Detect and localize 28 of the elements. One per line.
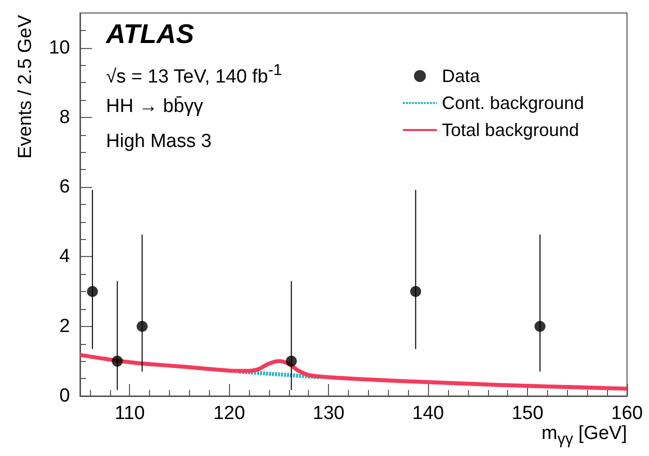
x-tick-label: 150 bbox=[512, 403, 544, 424]
x-tick-label: 120 bbox=[213, 403, 246, 424]
annotation: ATLAS bbox=[106, 19, 194, 50]
y-tick-label: 10 bbox=[48, 37, 70, 58]
x-axis-title: m$_{γγ}$ [GeV] bbox=[541, 423, 627, 448]
annotation: √s = 13 TeV, 140 fb$^{-1}$ bbox=[106, 62, 282, 88]
y-tick-label: 4 bbox=[59, 246, 70, 268]
y-axis-title: Events / 2.5 GeV bbox=[15, 15, 37, 159]
legend-label: Total background bbox=[442, 120, 579, 140]
x-tick-label: 160 bbox=[611, 403, 643, 424]
legend-label: Data bbox=[442, 66, 481, 86]
point bbox=[410, 286, 422, 298]
point bbox=[112, 356, 123, 367]
x-tick-label: 110 bbox=[114, 403, 145, 424]
x-tick-label: 140 bbox=[412, 403, 444, 424]
y-tick-label: 6 bbox=[59, 176, 70, 198]
point bbox=[286, 356, 297, 367]
annotation: HH → bb̄γγ bbox=[106, 96, 204, 118]
point bbox=[136, 320, 148, 332]
y-tick-label: 0 bbox=[59, 386, 70, 406]
legend-label: Cont. background bbox=[442, 93, 584, 113]
x-tick-label: 130 bbox=[312, 403, 344, 424]
y-tick-label: 2 bbox=[59, 316, 70, 337]
y-tick-label: 8 bbox=[59, 106, 70, 128]
line-series bbox=[78, 352, 629, 391]
annotation: High Mass 3 bbox=[106, 131, 212, 153]
point bbox=[534, 320, 546, 332]
point bbox=[86, 286, 98, 298]
